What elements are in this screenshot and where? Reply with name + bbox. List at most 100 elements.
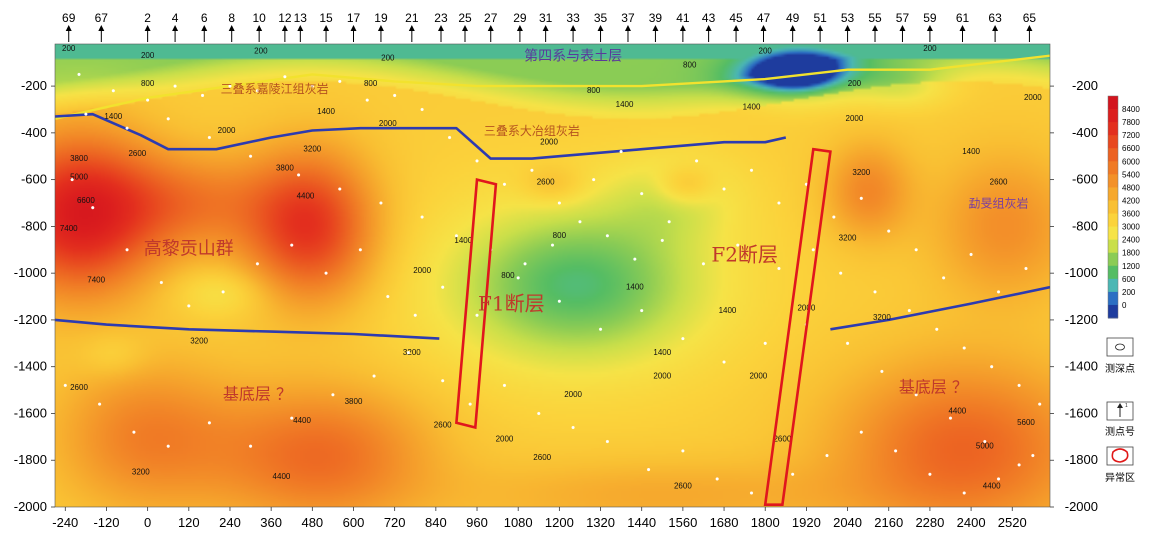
y-tick-label-left: -200 xyxy=(21,78,47,93)
contour-labels: 200 200 200 200 800 800 800 800 1400 1400 1400 1400… xyxy=(60,44,1042,490)
colorbar-swatch xyxy=(1108,109,1118,123)
x-tick-label: 600 xyxy=(343,515,365,530)
survey-point xyxy=(475,313,479,317)
contour-label: 3200 xyxy=(132,467,150,476)
station-arrow-head xyxy=(959,25,966,31)
survey-point xyxy=(1031,454,1035,458)
geologic-annotation: 三叠系嘉陵江组灰岩 xyxy=(221,81,329,96)
contour-label: 800 xyxy=(141,79,155,88)
survey-point xyxy=(290,416,294,420)
station-arrow-head xyxy=(516,25,523,31)
contour-label: 3200 xyxy=(303,145,321,154)
survey-point xyxy=(249,444,253,448)
station-number: 33 xyxy=(566,11,580,25)
contour-label: 4400 xyxy=(948,406,966,415)
contour-label: 1400 xyxy=(317,107,335,116)
resistivity-field xyxy=(55,44,1050,507)
x-tick-label: 1680 xyxy=(710,515,739,530)
contour-label: 2000 xyxy=(413,266,431,275)
survey-point xyxy=(962,491,966,495)
contour-label: 800 xyxy=(364,79,378,88)
survey-point xyxy=(200,93,205,97)
contour-label: 6600 xyxy=(77,196,95,205)
contour-label: 2000 xyxy=(653,371,671,380)
station-arrow-head xyxy=(570,25,577,31)
x-tick-label: 1320 xyxy=(586,515,615,530)
x-tick-label: 360 xyxy=(260,515,282,530)
station-number: 8 xyxy=(228,11,235,25)
colorbar-swatch xyxy=(1108,96,1118,110)
survey-point xyxy=(701,262,706,266)
survey-point xyxy=(63,383,67,387)
colorbar-tick-label: 2400 xyxy=(1122,236,1140,245)
station-arrow-head xyxy=(350,25,357,31)
station-number: 27 xyxy=(484,11,498,25)
survey-point xyxy=(935,327,939,331)
survey-point xyxy=(331,393,335,397)
station-number: 45 xyxy=(729,11,743,25)
survey-point xyxy=(887,229,891,233)
contour-label: 4400 xyxy=(273,472,291,481)
x-tick-label: 1920 xyxy=(792,515,821,530)
contour-label: 4400 xyxy=(293,416,311,425)
contour-label: 2600 xyxy=(990,177,1008,186)
colorbar-swatch xyxy=(1108,122,1118,136)
survey-point xyxy=(523,262,527,266)
survey-point xyxy=(372,374,376,378)
station-number: 41 xyxy=(676,11,690,25)
contour-label: 2000 xyxy=(540,138,558,147)
y-tick-label-left: -1000 xyxy=(14,265,47,280)
x-tick-label: 1800 xyxy=(751,515,780,530)
station-arrow-head xyxy=(992,25,999,31)
station-arrow-head xyxy=(323,25,330,31)
survey-point xyxy=(111,89,115,93)
survey-point xyxy=(502,182,507,186)
station-number: 31 xyxy=(539,11,553,25)
survey-point xyxy=(880,369,884,373)
survey-point xyxy=(441,285,445,289)
station-number: 23 xyxy=(434,11,448,25)
fault-f2-zone xyxy=(763,147,832,507)
station-number: 59 xyxy=(923,11,937,25)
survey-point xyxy=(166,117,170,121)
x-tick-label: 1560 xyxy=(668,515,697,530)
survey-point xyxy=(297,173,301,177)
survey-point xyxy=(125,248,129,252)
colorbar-swatch xyxy=(1108,239,1118,254)
survey-point xyxy=(948,416,953,420)
geologic-annotation: F2断层 xyxy=(711,242,778,266)
survey-point xyxy=(1038,402,1042,406)
contour-label: 2600 xyxy=(128,149,146,158)
contour-label: 2600 xyxy=(537,177,555,186)
contour-label: 1400 xyxy=(454,236,472,245)
colorbar-tick-label: 4200 xyxy=(1122,196,1140,205)
survey-point xyxy=(448,135,452,140)
survey-point xyxy=(550,243,555,247)
anomaly-zone-icon xyxy=(1111,448,1129,463)
survey-point xyxy=(228,84,232,88)
x-tick-label: 480 xyxy=(301,515,323,530)
y-tick-label-right: -2000 xyxy=(1065,499,1098,514)
sounding-point-label: 测深点 xyxy=(1105,362,1135,375)
survey-point xyxy=(825,454,829,458)
station-number: 12 xyxy=(278,11,292,25)
legend: 测深点 1 测点号 异常区 xyxy=(1105,337,1135,484)
survey-point xyxy=(859,196,863,200)
survey-point xyxy=(894,449,898,453)
colorbar-tick-label: 200 xyxy=(1122,288,1136,297)
survey-point xyxy=(166,444,170,448)
survey-point xyxy=(839,271,843,275)
contour-label: 2000 xyxy=(797,304,815,313)
survey-point xyxy=(290,243,294,247)
y-tick-label-right: -1600 xyxy=(1065,405,1098,420)
colorbar-tick-label: 6000 xyxy=(1122,157,1140,166)
survey-point xyxy=(255,89,259,93)
contour-label: 800 xyxy=(683,60,697,69)
survey-point xyxy=(722,187,726,191)
colorbar-tick-label: 1800 xyxy=(1122,249,1140,258)
geologic-boundaries xyxy=(55,54,1050,340)
station-arrow-head xyxy=(172,25,179,31)
colorbar-tick-label: 1200 xyxy=(1122,262,1140,271)
x-tick-label: 1440 xyxy=(627,515,656,530)
survey-point xyxy=(393,93,397,97)
